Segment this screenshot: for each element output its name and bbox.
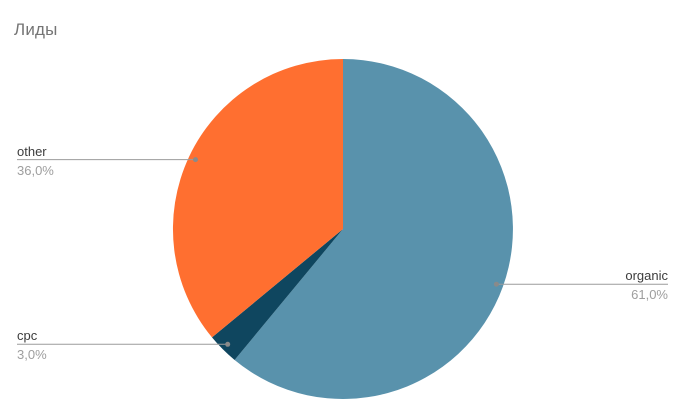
pie-slice-percent: 36,0% xyxy=(17,162,54,178)
pie-slice-name: organic xyxy=(625,268,668,284)
leader-dot-other xyxy=(193,157,198,163)
leader-dot-cpc xyxy=(225,341,231,347)
pie-slice-percent: 3,0% xyxy=(17,347,47,363)
chart-title: Лиды xyxy=(14,20,58,39)
pie-slice-percent: 61,0% xyxy=(631,287,668,303)
pie-slice-organic[interactable] xyxy=(234,59,513,399)
pie-slice-other[interactable] xyxy=(172,58,343,338)
pie-slice-cpc[interactable] xyxy=(212,229,343,360)
leader-dot-organic xyxy=(493,281,499,287)
pie-slice-name: cpc xyxy=(17,328,38,344)
pie-slice-name: other xyxy=(17,143,47,159)
